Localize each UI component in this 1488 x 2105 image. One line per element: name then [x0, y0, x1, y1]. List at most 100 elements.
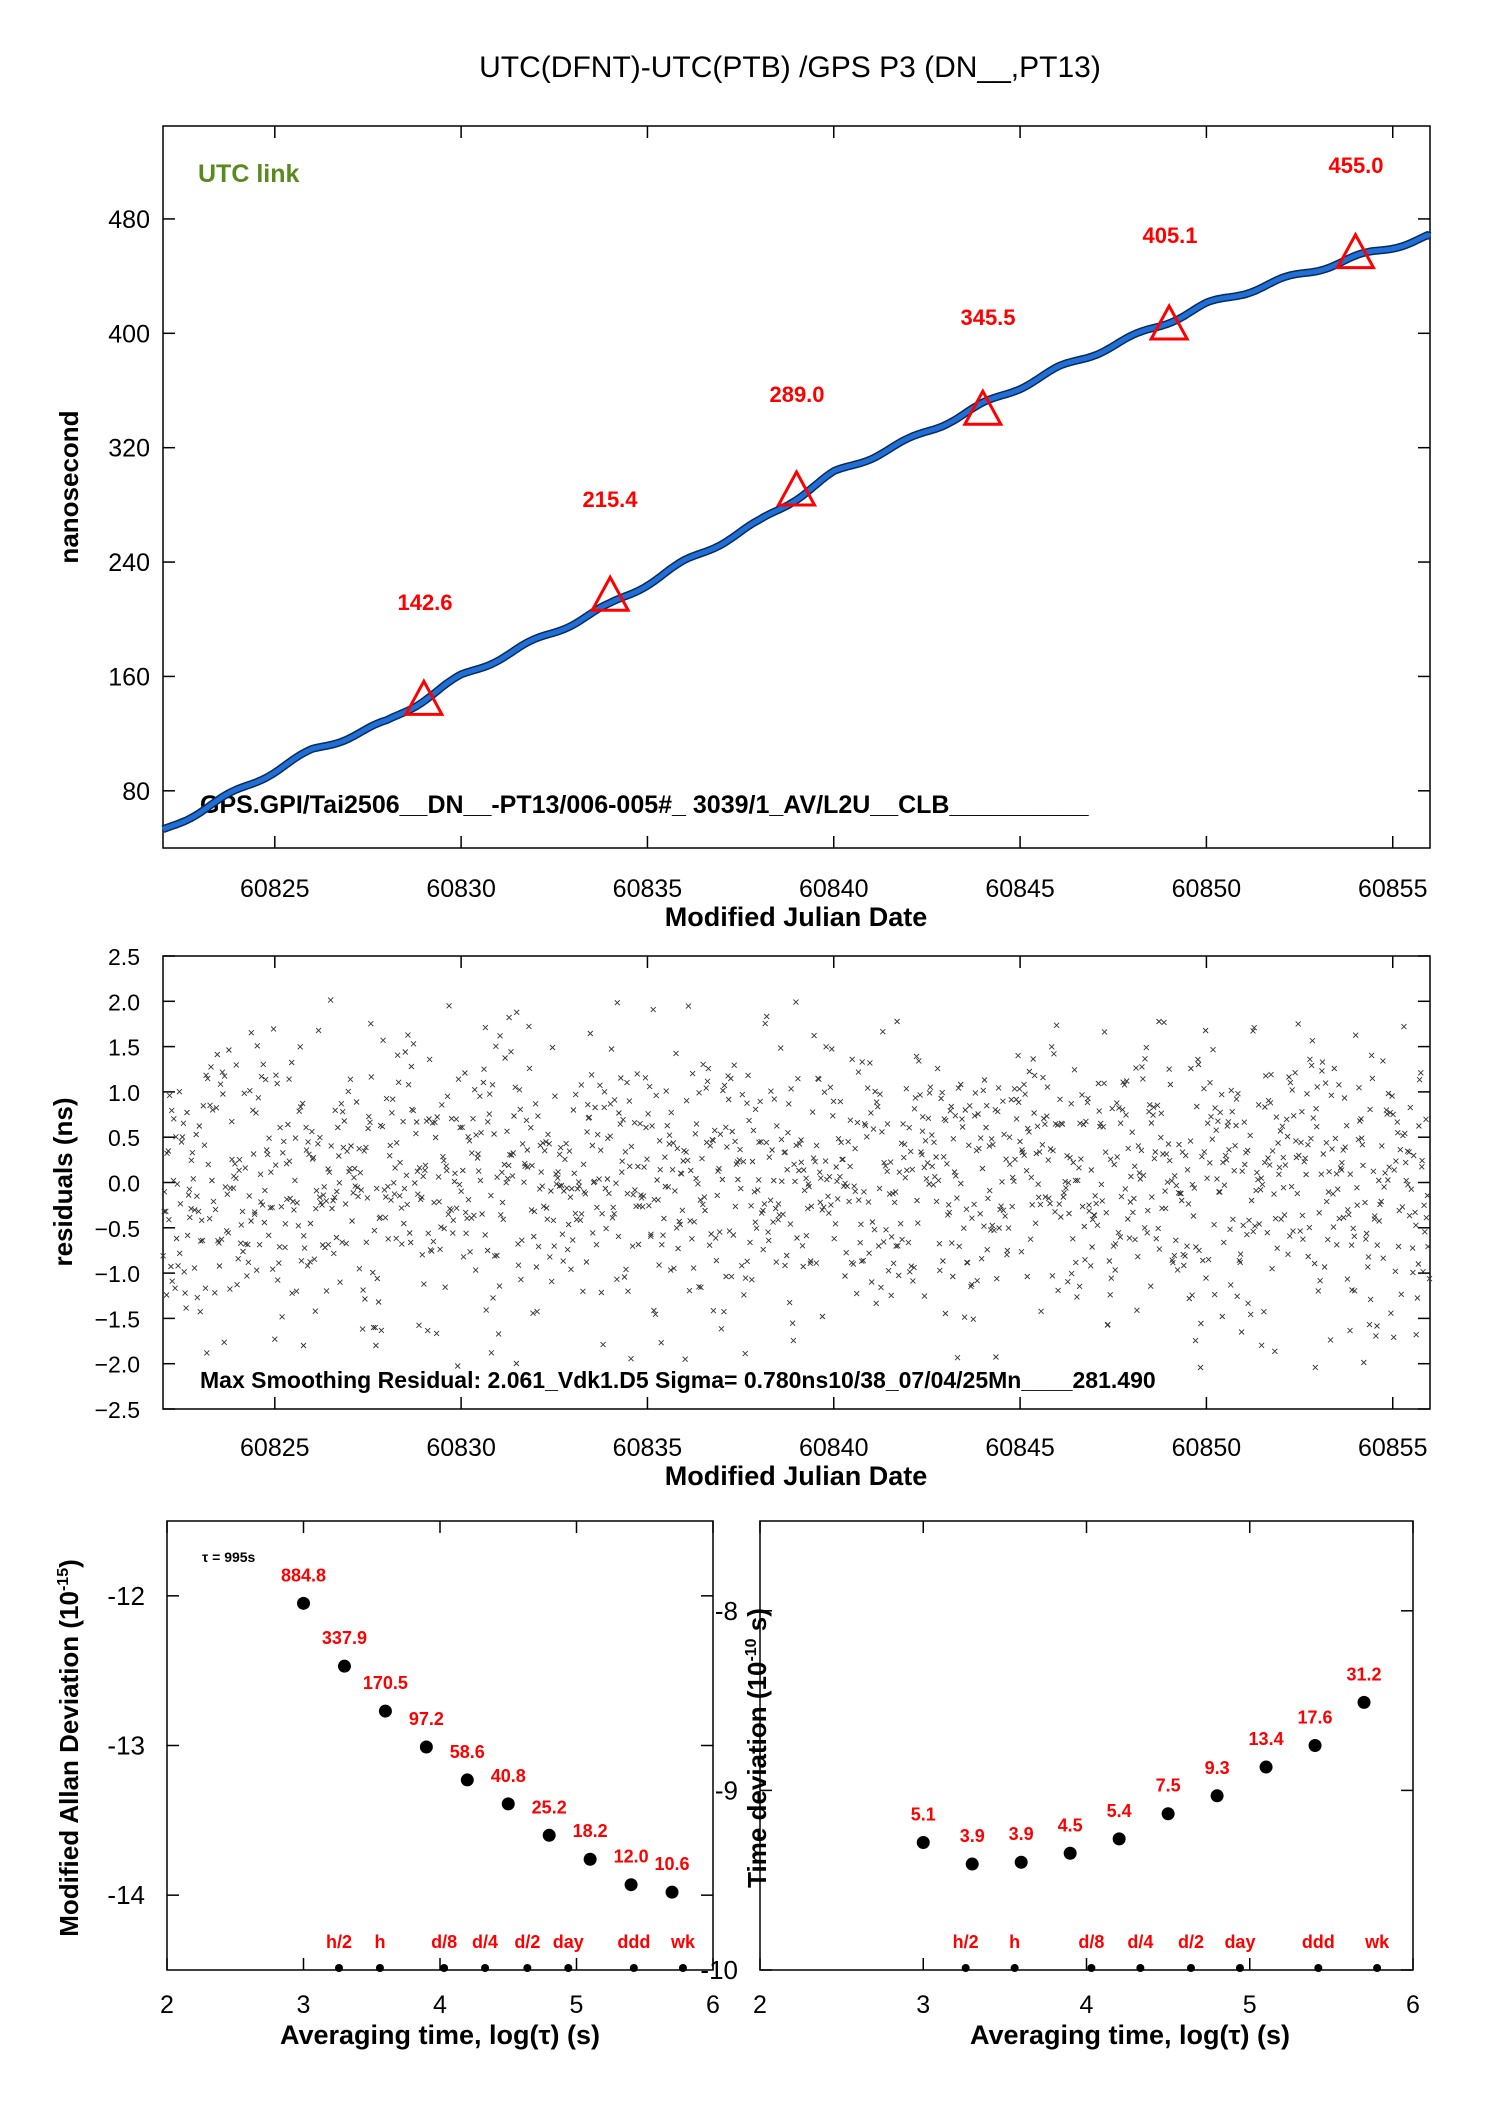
residual-point [1011, 1085, 1018, 1092]
residual-point [383, 1095, 390, 1102]
residual-point [1138, 1147, 1145, 1154]
residual-point [1101, 1029, 1108, 1035]
residual-point [895, 1272, 902, 1279]
residual-point [1227, 1226, 1233, 1233]
residual-point [1177, 1190, 1183, 1197]
residual-point [786, 1299, 793, 1306]
top-ytick-label: 320 [108, 435, 150, 463]
residual-point [1121, 1081, 1128, 1088]
residual-point [623, 1266, 629, 1273]
residual-point [311, 1256, 318, 1263]
residual-point [413, 1119, 420, 1125]
residual-point [749, 1158, 756, 1165]
residual-point [330, 1250, 337, 1257]
residual-point [1004, 1247, 1011, 1254]
residual-point [775, 1216, 782, 1223]
residual-point [689, 1070, 696, 1077]
residual-point [371, 1227, 378, 1234]
tdev-xtick-label: 3 [916, 1991, 930, 2019]
residual-point [1097, 1120, 1104, 1127]
residual-point [236, 1156, 243, 1163]
mdev-y-label-main: Modified Allan Deviation (10 [54, 1591, 84, 1937]
residual-point [693, 1121, 700, 1127]
residual-point [414, 1191, 421, 1198]
residual-point [1083, 1118, 1089, 1125]
tdev-y-label-exp: -10 [743, 1638, 760, 1661]
residual-point [197, 1308, 204, 1315]
residual-point [279, 1313, 285, 1320]
top-marker-label: 405.1 [1142, 223, 1197, 248]
residual-point [1290, 1228, 1296, 1234]
mdev-panel: τ = 995s Averaging time, log(τ) (s) Modi… [54, 1520, 720, 2050]
residual-point [1107, 1291, 1114, 1298]
residual-point [1117, 1234, 1124, 1240]
residual-point [782, 1262, 788, 1269]
residual-point [343, 1240, 350, 1247]
residual-point [957, 1180, 964, 1187]
residual-point [1360, 1359, 1367, 1366]
residual-point [569, 1237, 576, 1243]
top-plot-frame [162, 125, 1431, 849]
residual-point [810, 1155, 817, 1161]
residual-point [1300, 1236, 1306, 1243]
residual-point [900, 1154, 907, 1161]
residual-point [737, 1146, 743, 1153]
mdev-time-mark-label: d/4 [472, 1932, 498, 1952]
residual-point [1199, 1153, 1205, 1160]
residual-point [457, 1124, 464, 1131]
residual-point [1064, 1152, 1070, 1159]
top-marker-label: 289.0 [769, 382, 824, 407]
residual-point [1080, 1121, 1087, 1128]
residual-point [1148, 1120, 1155, 1126]
residual-point [713, 1257, 720, 1264]
residual-point [1261, 1159, 1268, 1166]
residual-point [468, 1150, 475, 1156]
residual-point [529, 1162, 535, 1169]
residual-point [636, 1203, 643, 1209]
residual-point [1386, 1164, 1393, 1171]
residual-point [646, 1202, 652, 1209]
residual-point [592, 1104, 598, 1111]
residual-point [732, 1203, 739, 1210]
residual-point [544, 1216, 551, 1223]
residual-point [1045, 1195, 1052, 1202]
residual-point [750, 1127, 757, 1134]
residual-point [1426, 1275, 1433, 1282]
residual-point [1197, 1364, 1204, 1371]
top-series-line [162, 232, 1431, 832]
residual-point [1331, 1065, 1338, 1072]
residual-point [662, 1154, 668, 1161]
residual-point [177, 1200, 184, 1207]
residual-point [458, 1188, 465, 1195]
residual-point [890, 1260, 897, 1267]
residual-point [829, 1112, 836, 1119]
residual-point [199, 1237, 206, 1244]
residual-point [484, 1247, 491, 1254]
residual-point [705, 1065, 712, 1072]
residual-point [960, 1225, 967, 1232]
residual-point [1406, 1149, 1412, 1155]
residual-point [868, 1110, 874, 1116]
residual-point [349, 1218, 355, 1224]
residual-point [859, 1059, 866, 1065]
residual-point [1268, 1071, 1274, 1078]
residual-point [442, 1284, 449, 1291]
residual-point [989, 1222, 996, 1229]
residual-point [622, 1148, 629, 1155]
residual-point [931, 1139, 937, 1146]
residual-point [1157, 1134, 1164, 1141]
top-panel: UTC link GPS.GPI/Tai2506__DN__-PT13/006-… [54, 125, 1432, 932]
residual-point [831, 1235, 838, 1242]
residual-point [408, 1063, 415, 1070]
residual-point [509, 1173, 516, 1179]
residual-point [1030, 1056, 1037, 1062]
residual-point [1202, 1027, 1209, 1034]
residual-point [1421, 1202, 1427, 1209]
residual-point [382, 1194, 389, 1200]
residual-point [1115, 1229, 1122, 1236]
residual-point [221, 1073, 228, 1079]
residual-point [568, 1266, 574, 1273]
residual-point [1067, 1154, 1073, 1161]
residual-point [564, 1246, 571, 1253]
residual-point [1013, 1116, 1020, 1122]
